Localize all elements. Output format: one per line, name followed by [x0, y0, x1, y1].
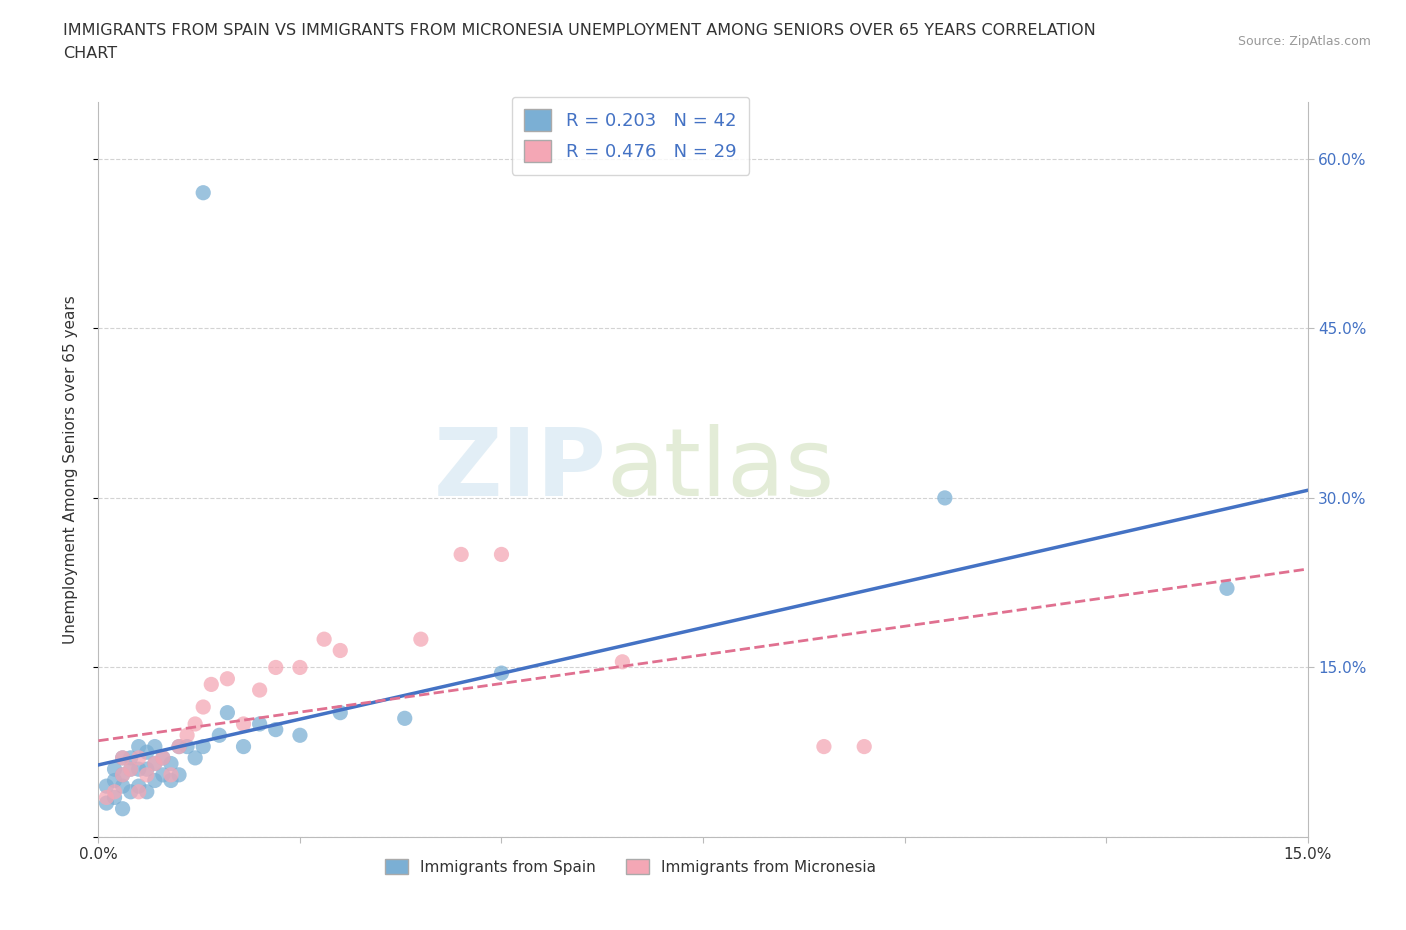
Text: IMMIGRANTS FROM SPAIN VS IMMIGRANTS FROM MICRONESIA UNEMPLOYMENT AMONG SENIORS O: IMMIGRANTS FROM SPAIN VS IMMIGRANTS FROM…: [63, 23, 1097, 38]
Point: [160, 773, 183, 788]
Point: [264, 660, 287, 675]
Point: [612, 655, 634, 670]
Point: [450, 547, 472, 562]
Point: [491, 666, 513, 681]
Point: [152, 751, 174, 765]
Point: [111, 802, 134, 817]
Point: [232, 716, 254, 731]
Point: [232, 739, 254, 754]
Point: [249, 683, 271, 698]
Point: [103, 762, 125, 777]
Point: [314, 631, 336, 646]
Point: [167, 767, 190, 782]
Point: [111, 751, 134, 765]
Point: [193, 185, 215, 200]
Point: [394, 711, 416, 725]
Point: [120, 762, 142, 777]
Point: [288, 728, 311, 743]
Point: [249, 716, 271, 731]
Point: [96, 796, 118, 811]
Point: [167, 739, 190, 754]
Point: [288, 660, 311, 675]
Point: [409, 631, 432, 646]
Point: [176, 739, 198, 754]
Point: [329, 643, 352, 658]
Point: [1216, 581, 1239, 596]
Point: [96, 778, 118, 793]
Point: [111, 751, 134, 765]
Point: [152, 767, 174, 782]
Point: [103, 773, 125, 788]
Point: [813, 739, 835, 754]
Point: [217, 705, 239, 720]
Point: [135, 784, 157, 799]
Text: ZIP: ZIP: [433, 424, 606, 515]
Point: [152, 751, 174, 765]
Legend: Immigrants from Spain, Immigrants from Micronesia: Immigrants from Spain, Immigrants from M…: [378, 853, 883, 881]
Point: [184, 716, 207, 731]
Text: Source: ZipAtlas.com: Source: ZipAtlas.com: [1237, 35, 1371, 48]
Point: [160, 756, 183, 771]
Point: [135, 767, 157, 782]
Point: [193, 699, 215, 714]
Point: [184, 751, 207, 765]
Point: [135, 745, 157, 760]
Point: [208, 728, 231, 743]
Point: [128, 762, 150, 777]
Point: [934, 490, 956, 505]
Point: [128, 778, 150, 793]
Point: [128, 784, 150, 799]
Point: [160, 767, 183, 782]
Point: [111, 778, 134, 793]
Point: [143, 739, 166, 754]
Point: [96, 790, 118, 804]
Point: [167, 739, 190, 754]
Text: atlas: atlas: [606, 424, 835, 515]
Point: [103, 784, 125, 799]
Point: [200, 677, 222, 692]
Point: [264, 723, 287, 737]
Point: [120, 751, 142, 765]
Point: [193, 739, 215, 754]
Point: [143, 773, 166, 788]
Point: [111, 767, 134, 782]
Point: [176, 728, 198, 743]
Text: CHART: CHART: [63, 46, 117, 61]
Point: [143, 756, 166, 771]
Y-axis label: Unemployment Among Seniors over 65 years: Unemployment Among Seniors over 65 years: [63, 296, 77, 644]
Point: [491, 547, 513, 562]
Point: [111, 767, 134, 782]
Point: [329, 705, 352, 720]
Point: [143, 756, 166, 771]
Point: [217, 671, 239, 686]
Point: [128, 751, 150, 765]
Point: [853, 739, 876, 754]
Point: [128, 739, 150, 754]
Point: [135, 762, 157, 777]
Point: [103, 790, 125, 804]
Point: [120, 762, 142, 777]
Point: [120, 784, 142, 799]
